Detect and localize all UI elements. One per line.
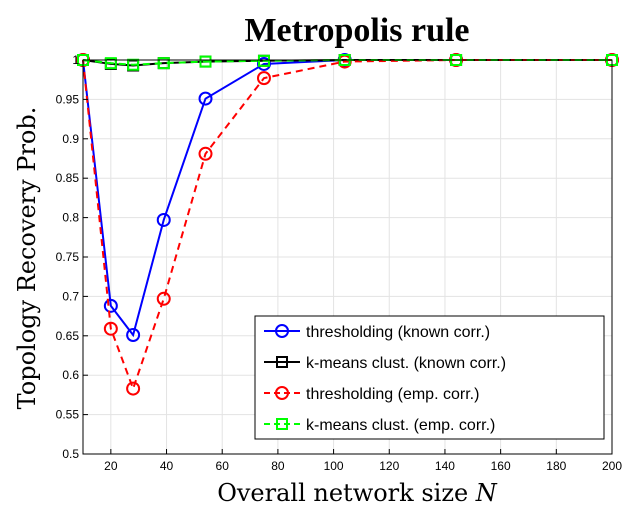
y-tick-label: 0.8 (62, 211, 79, 225)
legend-marker (275, 386, 289, 400)
data-point (126, 381, 141, 396)
data-point (257, 54, 270, 67)
y-tick-label: 0.55 (56, 408, 80, 422)
x-tick-label: 140 (435, 459, 455, 473)
x-tick-label: 60 (216, 459, 230, 473)
legend-label: k-means clust. (emp. corr.) (306, 417, 495, 434)
y-tick-label: 0.65 (56, 329, 80, 343)
x-axis-label-text: Overall network size (217, 479, 476, 507)
y-tick-label: 1 (72, 53, 79, 67)
legend-box (254, 315, 605, 440)
y-tick-label: 0.9 (62, 132, 79, 146)
x-tick-label: 200 (602, 459, 622, 473)
legend-label: thresholding (known corr.) (306, 324, 490, 341)
y-tick-label: 0.5 (62, 447, 79, 461)
data-point (199, 55, 212, 68)
legend-label: thresholding (emp. corr.) (306, 386, 479, 403)
legend-label: k-means clust. (known corr.) (306, 355, 506, 372)
data-point (104, 57, 117, 70)
data-point (126, 328, 141, 343)
data-point (198, 146, 213, 161)
x-tick-label: 100 (324, 459, 344, 473)
y-tick-label: 0.75 (56, 250, 80, 264)
legend: thresholding (known corr.) k-means clust.… (254, 315, 605, 440)
x-tick-label: 80 (271, 459, 285, 473)
y-axis-ticks: 0.5 0.55 0.6 0.65 0.7 0.75 0.8 0.85 0.9 0.95 1 (56, 53, 88, 461)
data-point (156, 291, 171, 306)
data-point (156, 212, 171, 227)
y-tick-label: 0.6 (62, 368, 79, 382)
x-tick-label: 20 (104, 459, 118, 473)
data-point (198, 91, 213, 106)
legend-marker (276, 418, 288, 430)
data-point (103, 298, 118, 313)
y-tick-label: 0.7 (62, 289, 79, 303)
legend-marker (275, 324, 289, 338)
x-tick-label: 160 (491, 459, 511, 473)
x-axis-ticks: 20 40 60 80 100 120 140 160 180 200 (104, 449, 622, 473)
chart-title: Metropolis rule (244, 12, 469, 49)
data-point (103, 321, 118, 336)
x-axis-label-variable: N (475, 479, 498, 507)
data-point (256, 71, 271, 86)
x-axis-label: Overall network size N (217, 479, 498, 507)
legend-marker (276, 356, 288, 368)
x-tick-label: 180 (546, 459, 566, 473)
x-tick-label: 120 (379, 459, 399, 473)
y-tick-label: 0.95 (56, 92, 80, 106)
y-tick-label: 0.85 (56, 171, 80, 185)
y-axis-label: Topology Recovery Prob. (13, 107, 41, 410)
x-tick-label: 40 (160, 459, 174, 473)
data-point (157, 57, 170, 70)
